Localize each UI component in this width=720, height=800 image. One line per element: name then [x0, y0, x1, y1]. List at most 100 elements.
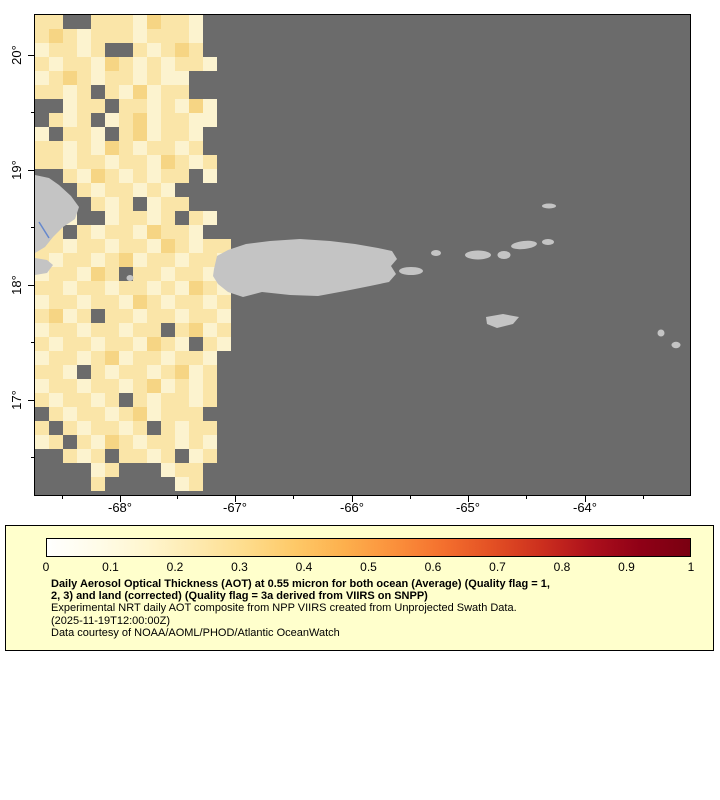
aot-cell [49, 155, 63, 169]
aot-cell [189, 449, 203, 463]
aot-cell [133, 337, 147, 351]
aot-cell [77, 71, 91, 85]
aot-cell [175, 85, 189, 99]
lon-major-tick [585, 496, 586, 502]
aot-cell [147, 169, 161, 183]
aot-cell [49, 309, 63, 323]
aot-cell [189, 113, 203, 127]
puerto-rico-land [213, 239, 397, 297]
aot-cell [189, 351, 203, 365]
aot-cell [119, 225, 133, 239]
aot-cell [49, 365, 63, 379]
aot-cell [161, 421, 175, 435]
aot-cell [161, 351, 175, 365]
aot-cell [35, 29, 49, 43]
aot-cell [189, 57, 203, 71]
aot-cell [161, 365, 175, 379]
aot-cell [203, 365, 217, 379]
aot-cell [63, 281, 77, 295]
aot-cell [175, 407, 189, 421]
aot-cell [147, 281, 161, 295]
aot-cell [119, 435, 133, 449]
aot-cell [77, 351, 91, 365]
aot-cell [175, 281, 189, 295]
aot-cell [147, 99, 161, 113]
virgin-gorda-land [542, 239, 554, 245]
aot-cell [175, 351, 189, 365]
aot-cell [105, 197, 119, 211]
aot-cell [119, 197, 133, 211]
aot-cell [175, 225, 189, 239]
aot-cell [63, 421, 77, 435]
aot-cell [35, 365, 49, 379]
aot-cell [203, 323, 217, 337]
aot-cell [119, 449, 133, 463]
aot-cell [175, 71, 189, 85]
aot-cell [91, 253, 105, 267]
aot-cell [77, 421, 91, 435]
aot-cell [63, 85, 77, 99]
aot-cell [189, 463, 203, 477]
aot-cell [189, 15, 203, 29]
aot-cell [189, 239, 203, 253]
aot-cell [147, 141, 161, 155]
lon-major-tick [235, 496, 236, 502]
aot-cell [161, 295, 175, 309]
lon-major-tick [352, 496, 353, 502]
aot-cell [175, 477, 189, 491]
aot-cell [189, 267, 203, 281]
aot-cell [133, 267, 147, 281]
aot-cell [77, 43, 91, 57]
aot-cell [105, 337, 119, 351]
aot-cell [49, 351, 63, 365]
aot-cell [105, 421, 119, 435]
aot-cell [133, 225, 147, 239]
aot-cell [147, 435, 161, 449]
legend-description: Experimental NRT daily AOT composite fro… [51, 602, 517, 614]
aot-cell [147, 393, 161, 407]
aot-cell [133, 141, 147, 155]
lon-minor-tick [410, 496, 411, 499]
aot-cell [133, 57, 147, 71]
legend-text: Daily Aerosol Optical Thickness (AOT) at… [51, 578, 701, 640]
aot-cell [147, 449, 161, 463]
saona-land [35, 258, 53, 275]
aot-cell [49, 379, 63, 393]
aot-cell [147, 43, 161, 57]
aot-cell [105, 463, 119, 477]
aot-cell [203, 267, 217, 281]
aot-cell [77, 113, 91, 127]
aot-cell [105, 267, 119, 281]
culebra-land [431, 250, 441, 256]
aot-cell [189, 253, 203, 267]
aot-cell [49, 337, 63, 351]
aot-cell [77, 99, 91, 113]
aot-cell [77, 183, 91, 197]
aot-cell [133, 239, 147, 253]
aot-cell [77, 379, 91, 393]
aot-cell [91, 281, 105, 295]
legend-credit: Data courtesy of NOAA/AOML/PHOD/Atlantic… [51, 627, 340, 639]
aot-cell [119, 253, 133, 267]
lon-minor-tick [62, 496, 63, 499]
aot-cell [63, 99, 77, 113]
aot-cell [77, 295, 91, 309]
aot-cell [133, 365, 147, 379]
aot-cell [161, 29, 175, 43]
aot-cell [63, 407, 77, 421]
aot-cell [105, 141, 119, 155]
aot-cell [133, 99, 147, 113]
aot-cell [63, 351, 77, 365]
aot-cell [147, 337, 161, 351]
aot-cell [133, 253, 147, 267]
aot-cell [49, 407, 63, 421]
aot-cell [189, 309, 203, 323]
aot-cell [119, 155, 133, 169]
aot-cell [175, 113, 189, 127]
lon-label: -68° [108, 500, 132, 515]
aot-cell [189, 211, 203, 225]
aot-cell [91, 127, 105, 141]
lon-label: -64° [573, 500, 597, 515]
lon-label: -67° [223, 500, 247, 515]
aot-cell [119, 29, 133, 43]
